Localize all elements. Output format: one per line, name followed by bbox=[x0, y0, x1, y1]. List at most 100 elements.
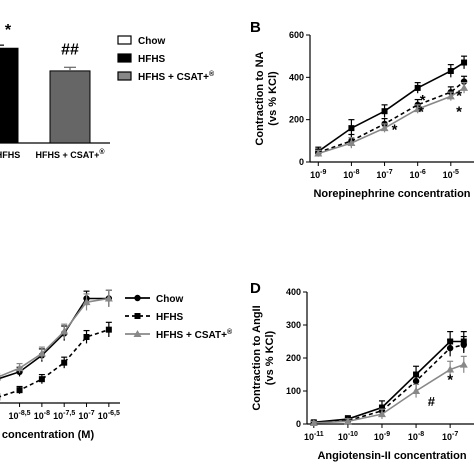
panel-d-series-csat-point-2 bbox=[377, 410, 386, 418]
panel-d-series-chow-point-3 bbox=[412, 377, 420, 385]
panel-b-series-csat-point-1 bbox=[347, 138, 356, 146]
legend-lines: Chow HFHS HFHS + CSAT+® bbox=[125, 294, 233, 341]
legend-bottom-label-2: HFHS + CSAT+® bbox=[156, 328, 233, 341]
panel-c-x-tick-label-0: 10-8,5 bbox=[9, 410, 31, 421]
panel-d-annotation-1: # bbox=[428, 394, 436, 409]
panel-c-x-tick-label-3: 10-7 bbox=[78, 410, 94, 421]
panel-b-y-tick-label-1: 200 bbox=[289, 115, 304, 125]
panel-b-annotation-1: * bbox=[420, 92, 426, 109]
panel-b-series-hfhs-point-2 bbox=[381, 108, 388, 115]
panel-c-series-csat-point-2 bbox=[37, 349, 46, 357]
panel-c-x-tick-label-1: 10-8 bbox=[34, 410, 50, 421]
panel-c-x-tick-label-2: 10-7,5 bbox=[53, 410, 75, 421]
panel-b-x-tick-label-4: 10-5 bbox=[443, 169, 459, 180]
panel-d-series-csat-point-0 bbox=[309, 419, 318, 427]
panel-b-series-csat-point-2 bbox=[380, 124, 389, 132]
legend-top-label-1: HFHS bbox=[138, 54, 166, 65]
panel-c-series-hfhs-point-1 bbox=[16, 387, 23, 394]
panel-d-series-csat-point-5 bbox=[459, 360, 468, 368]
panel-b-annotation-0: * bbox=[392, 121, 398, 138]
panel-b-series-hfhs-point-4 bbox=[447, 67, 454, 74]
legend-bottom-marker-1 bbox=[134, 313, 141, 319]
panel-b-series-csat-line bbox=[318, 87, 465, 155]
panel-d-y-tick-label-4: 400 bbox=[286, 287, 301, 297]
legend-top-label-0: Chow bbox=[138, 36, 165, 47]
panel-b-series-hfhs-point-1 bbox=[348, 125, 355, 132]
panel-a-annotation-0: * bbox=[5, 22, 12, 39]
panel-c-line-chart: 10-8,5 10-8 10-7,5 10-7 10-6,5concentration … bbox=[0, 289, 120, 441]
panel-d-series-csat-line bbox=[313, 363, 465, 424]
panel-b-y-tick-label-0: 0 bbox=[299, 157, 304, 167]
panel-b-y-tick-label-2: 400 bbox=[289, 72, 304, 82]
panel-a-bar-0 bbox=[0, 47, 19, 144]
panel-a-annotation-1: ## bbox=[61, 41, 79, 58]
panel-d-y-axis-title-line1: Contraction to AngII bbox=[251, 305, 263, 410]
panel-c-series-hfhs-point-3 bbox=[61, 359, 68, 366]
panel-d-series-chow-point-5 bbox=[460, 341, 467, 348]
panel-b-panel-letter: B bbox=[250, 19, 261, 36]
panel-d-x-tick-label-4: 10-7 bbox=[442, 431, 458, 442]
panel-d-series-csat-point-3 bbox=[412, 387, 421, 394]
panel-a-bar-chart: HFHS HFHS + CSAT+® * ## bbox=[0, 22, 110, 160]
panel-b-annotation-4: * bbox=[456, 103, 462, 120]
panel-b-x-tick-label-0: 10-9 bbox=[310, 169, 326, 180]
panel-d-x-tick-label-0: 10-11 bbox=[304, 431, 324, 442]
panel-d-x-axis-title: Angiotensin-II concentration bbox=[317, 450, 466, 462]
panel-b-series-csat-point-3 bbox=[413, 105, 422, 113]
legend-top-swatch-1 bbox=[117, 53, 132, 63]
panel-c-x-axis-title: concentration (M) bbox=[2, 429, 95, 441]
panel-b-series-chow-line bbox=[318, 80, 465, 154]
panel-c-series-hfhs-line bbox=[0, 328, 110, 398]
panel-b-series-csat-point-4 bbox=[446, 92, 455, 100]
legend-bottom-label-1: HFHS bbox=[156, 312, 184, 323]
legend-top-label-2: HFHS + CSAT+® bbox=[138, 70, 215, 83]
panel-a-bar-1 bbox=[49, 70, 91, 144]
panel-c-series-chow-line bbox=[0, 297, 109, 380]
panel-d-y-axis-title-line2: (vs % KCl) bbox=[264, 330, 276, 385]
panel-c-series-csat-point-0 bbox=[0, 378, 2, 381]
panel-b-y-axis-title-line2: (vs % KCl) bbox=[267, 71, 279, 126]
panel-c-series-csat-point-3 bbox=[60, 327, 69, 335]
panel-d-panel-letter: D bbox=[250, 280, 261, 297]
panel-d-y-tick-label-0: 0 bbox=[296, 419, 301, 429]
panel-b-series-csat-point-5 bbox=[460, 83, 469, 91]
panel-d-series-csat-point-4 bbox=[446, 365, 455, 373]
panel-d-series-csat-point-1 bbox=[343, 417, 352, 425]
panel-c-x-tick-label-4: 10-6,5 bbox=[98, 410, 120, 421]
panel-c-series-csat-point-4 bbox=[82, 298, 91, 306]
panel-b-series-csat-point-0 bbox=[314, 149, 323, 157]
legend-bars: Chow HFHS HFHS + CSAT+® bbox=[117, 35, 215, 83]
panel-d-series-chow-line bbox=[313, 344, 464, 424]
panel-b-annotation-3: * bbox=[456, 88, 462, 105]
panel-a-tick-label-0: HFHS bbox=[0, 150, 20, 160]
panel-c-series-hfhs-point-5 bbox=[105, 326, 112, 333]
legend-top-swatch-0 bbox=[117, 35, 132, 45]
panel-d-y-tick-label-3: 300 bbox=[286, 320, 301, 330]
legend-top-swatch-2 bbox=[117, 71, 132, 81]
panel-d-series-chow-point-4 bbox=[446, 344, 454, 352]
panel-b-series-hfhs-point-3 bbox=[414, 84, 421, 91]
panel-a-tick-label-1: HFHS + CSAT+® bbox=[35, 148, 105, 160]
panel-d-annotation-0: * bbox=[447, 371, 453, 388]
legend-bottom-marker-0 bbox=[134, 294, 141, 302]
panel-b-y-tick-label-3: 600 bbox=[289, 30, 304, 40]
panel-d-y-tick-label-2: 200 bbox=[286, 353, 301, 363]
legend-bottom-marker-2 bbox=[133, 330, 142, 337]
panel-c-series-csat-point-1 bbox=[15, 364, 24, 372]
panel-d-line-chart: 0 100 200 300 400 10-11 10-10 10-9 10-8 10-7 * # Ang… bbox=[250, 280, 474, 462]
panel-c-series-hfhs-point-4 bbox=[83, 334, 90, 340]
panel-d-x-tick-label-1: 10-10 bbox=[338, 431, 358, 442]
panel-d-y-tick-label-1: 100 bbox=[286, 386, 301, 396]
panel-d-x-tick-label-2: 10-9 bbox=[374, 431, 390, 442]
legend-bottom-label-0: Chow bbox=[156, 294, 183, 305]
panel-b-x-tick-label-3: 10-6 bbox=[410, 169, 426, 180]
panel-b-y-axis-title-line1: Contraction to NA bbox=[254, 51, 266, 145]
panel-c-series-hfhs-point-2 bbox=[38, 376, 45, 383]
panel-b-x-tick-label-1: 10-8 bbox=[343, 169, 359, 180]
panel-b-series-hfhs-point-5 bbox=[461, 59, 468, 66]
panel-c-series-csat-point-5 bbox=[104, 294, 113, 302]
panel-b-x-axis-title: Norepinephrine concentration bbox=[313, 188, 470, 200]
panel-b-x-tick-label-2: 10-7 bbox=[376, 169, 392, 180]
